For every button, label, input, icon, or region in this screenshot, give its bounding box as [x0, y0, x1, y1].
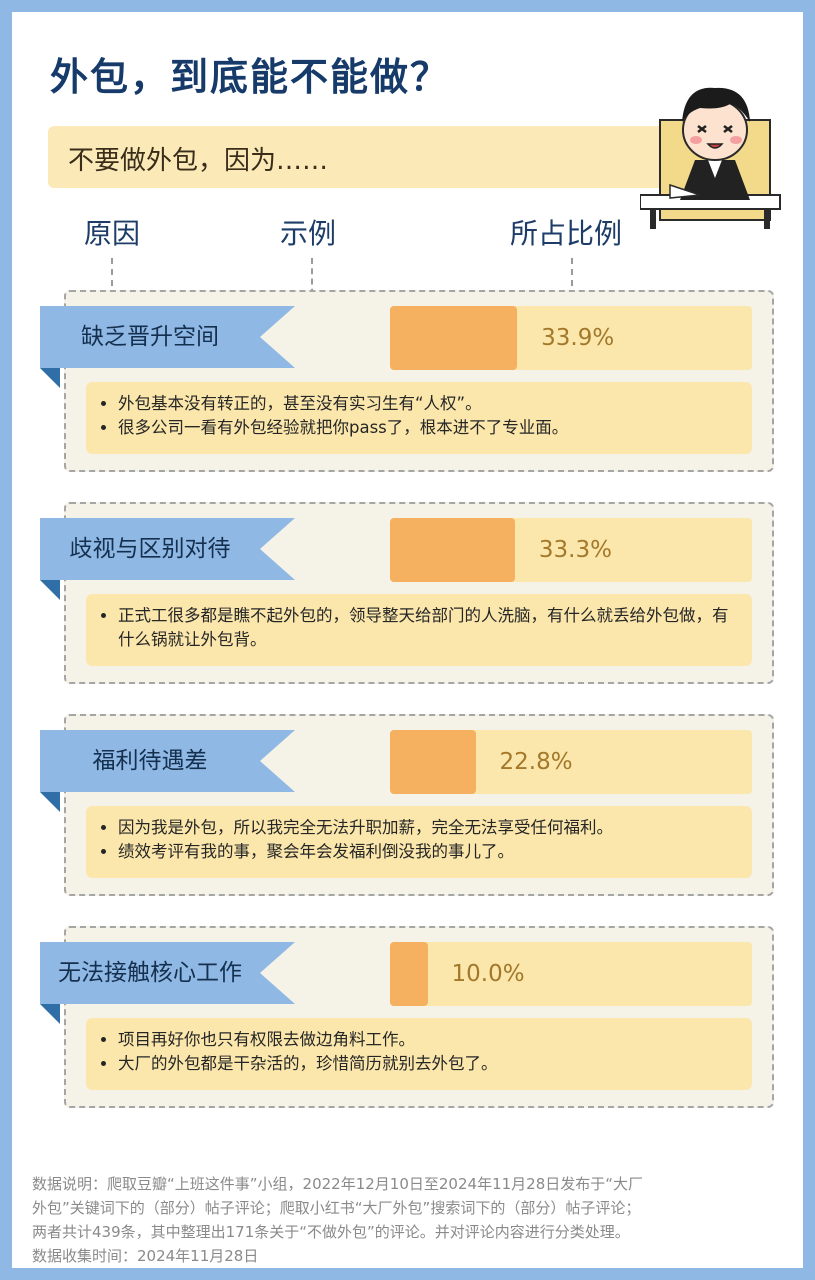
reason-label: 缺乏晋升空间: [81, 324, 219, 350]
ratio-bar-fill: [390, 306, 518, 370]
footer-line: 数据说明：爬取豆瓣“上班这件事”小组，2022年12月10日至2024年11月2…: [32, 1175, 644, 1193]
example-box-1: 外包基本没有转正的，甚至没有实习生有“人权”。 很多公司一看有外包经验就把你pa…: [86, 382, 752, 454]
page-title: 外包，到底能不能做？: [50, 55, 451, 99]
ratio-bar-fill: [390, 942, 428, 1006]
example-item: 项目再好你也只有权限去做边角料工作。: [118, 1028, 732, 1052]
ratio-bar: 10.0%: [390, 942, 752, 1006]
column-header-example: 示例: [280, 217, 337, 250]
example-item: 绩效考评有我的事，聚会年会发福利倒没我的事儿了。: [118, 840, 732, 864]
reason-flag-2: 歧视与区别对待: [40, 518, 295, 600]
example-item: 因为我是外包，所以我完全无法升职加薪，完全无法享受任何福利。: [118, 816, 732, 840]
reason-label: 歧视与区别对待: [69, 536, 231, 562]
column-header-ratio: 所占比例: [510, 217, 623, 250]
column-divider-reason: [111, 258, 113, 308]
footer-line: 数据收集时间：2024年11月28日: [32, 1247, 259, 1265]
footer-line: 两者共计439条，其中整理出171条关于“不做外包”的评论。并对评论内容进行分类…: [32, 1223, 630, 1241]
ratio-bar: 33.9%: [390, 306, 752, 370]
example-item: 外包基本没有转正的，甚至没有实习生有“人权”。: [118, 392, 732, 416]
example-box-2: 正式工很多都是瞧不起外包的，领导整天给部门的人洗脑，有什么就丢给外包做，有什么锅…: [86, 594, 752, 666]
ratio-value: 33.3%: [538, 537, 612, 563]
ratio-value: 33.9%: [541, 325, 615, 351]
example-box-3: 因为我是外包，所以我完全无法升职加薪，完全无法享受任何福利。 绩效考评有我的事，…: [86, 806, 752, 878]
example-item: 正式工很多都是瞧不起外包的，领导整天给部门的人洗脑，有什么就丢给外包做，有什么锅…: [118, 604, 732, 652]
subtitle: 不要做外包，因为……: [68, 146, 329, 176]
ratio-bar-fill: [390, 730, 476, 794]
frustrated-worker-illustration: [640, 87, 781, 229]
example-item: 很多公司一看有外包经验就把你pass了，根本进不了专业面。: [118, 416, 732, 440]
ratio-bar: 22.8%: [390, 730, 752, 794]
reason-flag-4: 无法接触核心工作: [40, 942, 295, 1024]
reason-label: 无法接触核心工作: [58, 960, 242, 986]
reason-flag-1: 缺乏晋升空间: [40, 306, 295, 388]
example-item: 大厂的外包都是干杂活的，珍惜简历就别去外包了。: [118, 1052, 732, 1076]
column-header-reason: 原因: [84, 217, 141, 250]
ratio-value: 10.0%: [451, 961, 525, 987]
ratio-value: 22.8%: [499, 749, 573, 775]
reason-label: 福利待遇差: [92, 748, 208, 774]
footer-line: 外包”关键词下的（部分）帖子评论；爬取小红书“大厂外包”搜索词下的（部分）帖子评…: [32, 1199, 641, 1217]
ratio-bar: 33.3%: [390, 518, 752, 582]
data-source-note: 数据说明：爬取豆瓣“上班这件事”小组，2022年12月10日至2024年11月2…: [32, 1172, 802, 1268]
reason-flag-3: 福利待遇差: [40, 730, 295, 812]
page: 外包，到底能不能做？ 不要做外包，因为…… 原因 示例 所占比例 缺乏晋升空间 …: [12, 12, 803, 1268]
ratio-bar-fill: [390, 518, 515, 582]
column-divider-ratio: [571, 258, 573, 308]
subtitle-bar: [48, 126, 688, 188]
example-box-4: 项目再好你也只有权限去做边角料工作。 大厂的外包都是干杂活的，珍惜简历就别去外包…: [86, 1018, 752, 1090]
